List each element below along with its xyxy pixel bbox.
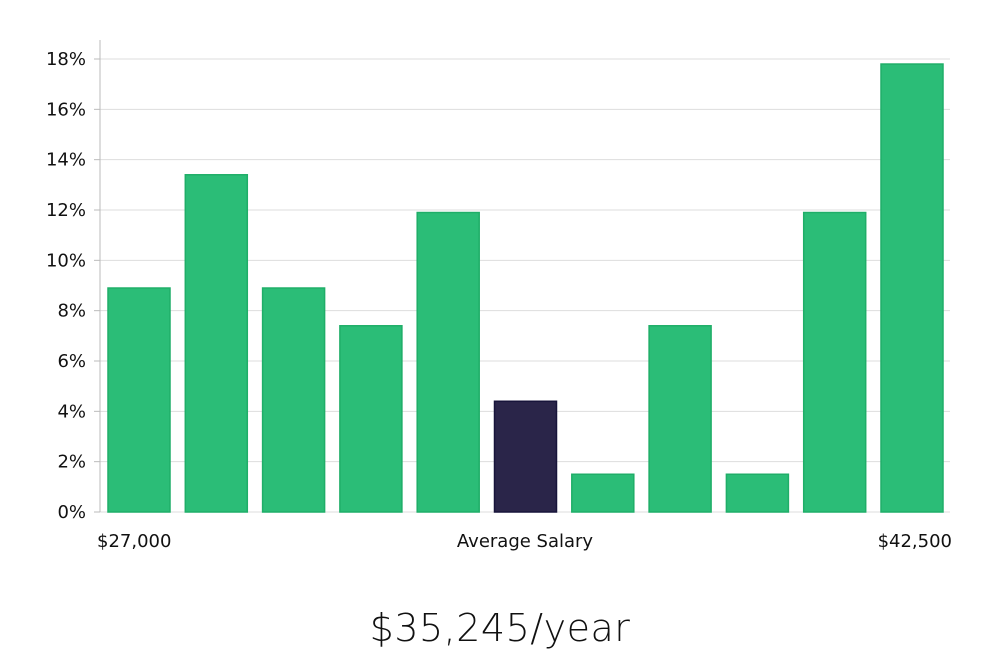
bar — [261, 287, 326, 513]
x-label-min: $27,000 — [97, 531, 171, 552]
y-axis-tick-labels: 0% 2% 4% 6% 8% 10% 12% 14% 16% 18% — [46, 49, 86, 523]
y-tick-label: 6% — [57, 351, 86, 372]
bar — [339, 325, 403, 513]
y-tick-label: 8% — [57, 301, 86, 322]
bar-average-salary — [493, 400, 558, 513]
bar — [802, 211, 867, 513]
bar — [725, 473, 790, 513]
x-label-center: Average Salary — [457, 531, 594, 552]
bar — [184, 174, 249, 513]
y-tick-label: 12% — [46, 200, 86, 221]
bar — [648, 325, 712, 513]
bar — [571, 473, 635, 513]
y-tick-label: 14% — [46, 150, 86, 171]
y-tick-label: 16% — [46, 99, 86, 120]
salary-histogram-chart: 0% 2% 4% 6% 8% 10% 12% 14% 16% 18% $27,000 Averag… — [46, 40, 952, 552]
y-tick-label: 18% — [46, 49, 86, 70]
bar — [880, 63, 944, 513]
y-tick-label: 0% — [57, 502, 86, 523]
bars — [107, 63, 944, 513]
y-tick-label: 10% — [46, 250, 86, 271]
average-salary-value: $35,245/year — [369, 606, 631, 650]
bar — [416, 211, 480, 513]
y-tick-label: 4% — [57, 401, 86, 422]
y-tick-label: 2% — [57, 452, 86, 473]
x-label-max: $42,500 — [878, 531, 952, 552]
bar — [107, 287, 171, 513]
